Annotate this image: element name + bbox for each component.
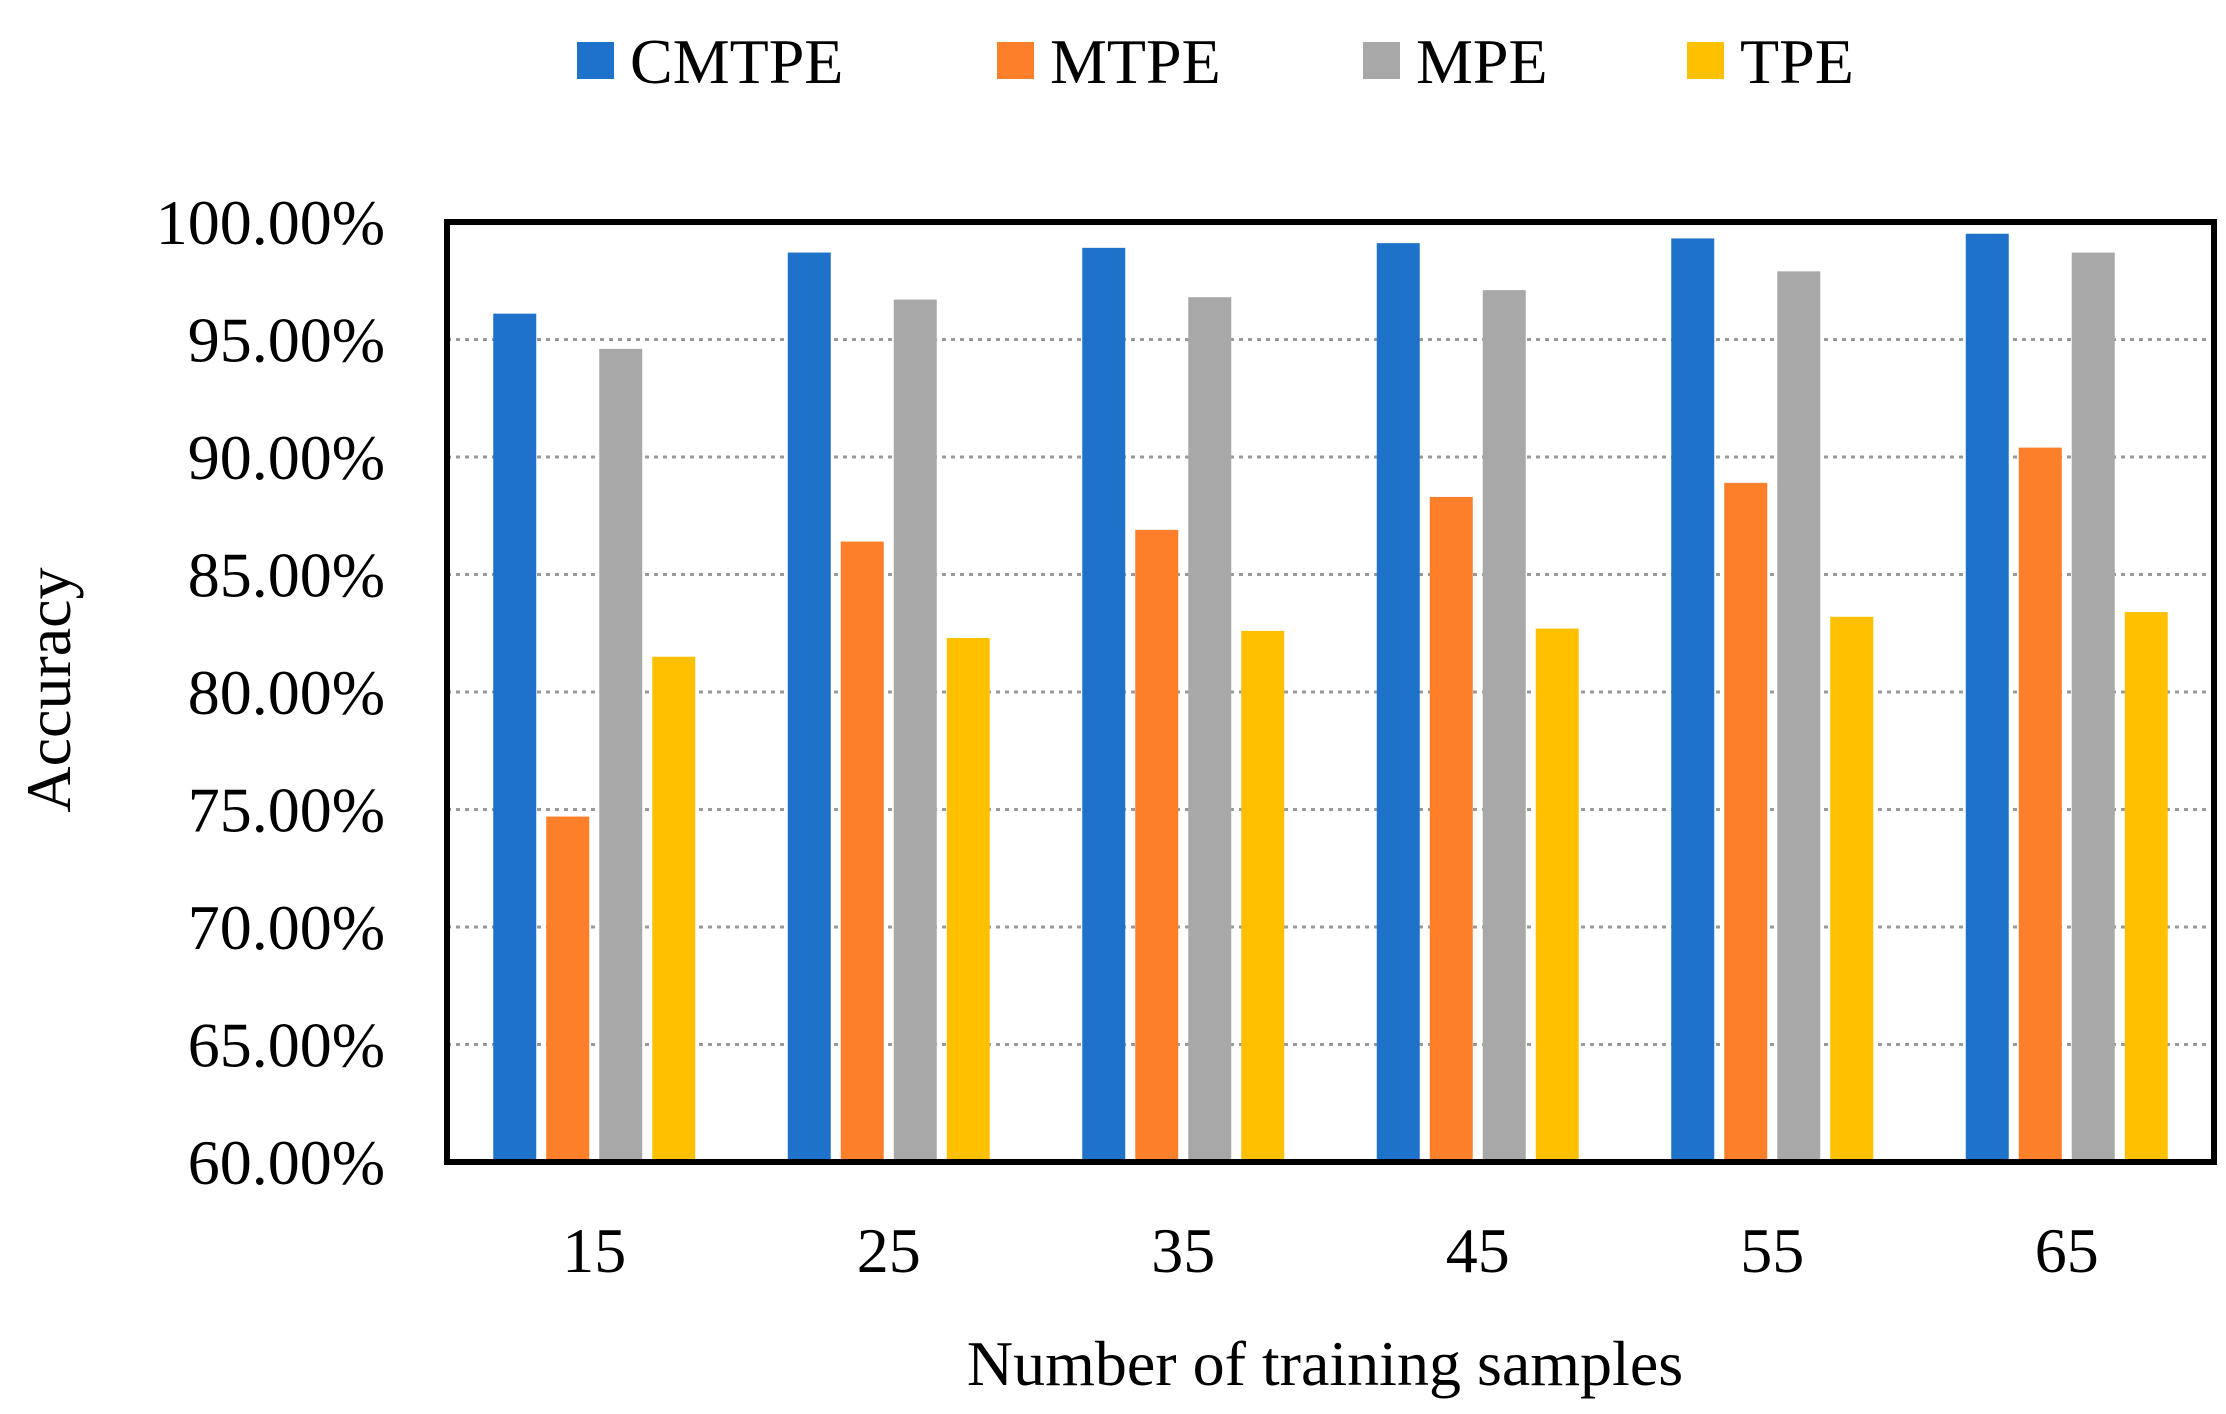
y-tick-label: 95.00% — [188, 305, 385, 376]
y-tick-label: 90.00% — [188, 422, 385, 493]
legend-swatch — [1687, 42, 1724, 79]
y-tick-label: 100.00% — [156, 187, 385, 258]
plot-frame — [444, 219, 2217, 1165]
y-tick-label: 65.00% — [188, 1010, 385, 1081]
bar-mtpe-15 — [546, 816, 590, 1162]
y-tick-label: 60.00% — [188, 1127, 385, 1198]
x-tick-label: 45 — [1446, 1215, 1510, 1286]
legend-swatch — [1363, 42, 1400, 79]
bar-mpe-35 — [1188, 297, 1232, 1162]
legend-item-mpe: MPE — [1363, 26, 1548, 97]
bar-tpe-25 — [946, 637, 990, 1162]
y-tick-label: 80.00% — [188, 657, 385, 728]
legend-label: TPE — [1740, 26, 1854, 97]
x-tick-label: 55 — [1740, 1215, 1804, 1286]
bar-mtpe-35 — [1135, 529, 1179, 1162]
bar-mtpe-45 — [1429, 496, 1473, 1162]
x-axis-title: Number of training samples — [967, 1328, 1683, 1399]
x-tick-labels: 15 25 35 45 55 65 — [562, 1215, 2099, 1286]
legend-item-tpe: TPE — [1687, 26, 1854, 97]
legend-item-cmtpe: CMTPE — [577, 26, 843, 97]
legend-swatch — [997, 42, 1034, 79]
legend-swatch — [577, 42, 614, 79]
x-tick-label: 65 — [2035, 1215, 2099, 1286]
y-tick-label: 85.00% — [188, 540, 385, 611]
y-tick-label: 70.00% — [188, 892, 385, 963]
bar-tpe-35 — [1241, 630, 1285, 1162]
y-tick-label: 75.00% — [188, 775, 385, 846]
bar-mpe-65 — [2071, 252, 2115, 1163]
bars — [493, 233, 2168, 1163]
gridlines — [447, 338, 2214, 1046]
legend-label: MTPE — [1050, 26, 1221, 97]
bar-mpe-45 — [1482, 290, 1526, 1162]
bar-cmtpe-35 — [1082, 247, 1126, 1163]
bar-cmtpe-45 — [1376, 243, 1420, 1162]
bar-cmtpe-15 — [493, 313, 537, 1162]
bar-tpe-65 — [2124, 612, 2168, 1162]
legend-label: MPE — [1416, 26, 1548, 97]
bar-cmtpe-65 — [1965, 233, 2009, 1162]
bar-mpe-25 — [893, 299, 937, 1162]
bar-tpe-55 — [1830, 616, 1874, 1162]
bar-tpe-45 — [1535, 628, 1579, 1162]
bar-cmtpe-25 — [787, 252, 831, 1163]
bar-mpe-15 — [599, 348, 643, 1162]
y-tick-labels: 60.00% 65.00% 70.00% 75.00% 80.00% 85.00% 90.0… — [156, 187, 385, 1198]
bar-tpe-15 — [652, 656, 696, 1162]
x-tick-label: 15 — [562, 1215, 626, 1286]
bar-mtpe-55 — [1724, 482, 1768, 1163]
legend-label: CMTPE — [630, 26, 843, 97]
y-axis-title: Accuracy — [13, 567, 84, 812]
x-tick-label: 35 — [1151, 1215, 1215, 1286]
bar-mtpe-65 — [2018, 447, 2062, 1163]
legend: CMTPE MTPE MPE TPE — [577, 26, 1854, 97]
legend-item-mtpe: MTPE — [997, 26, 1221, 97]
x-tick-label: 25 — [857, 1215, 921, 1286]
bar-cmtpe-55 — [1671, 238, 1715, 1162]
bar-mpe-55 — [1777, 271, 1821, 1163]
bar-mtpe-25 — [840, 541, 884, 1162]
